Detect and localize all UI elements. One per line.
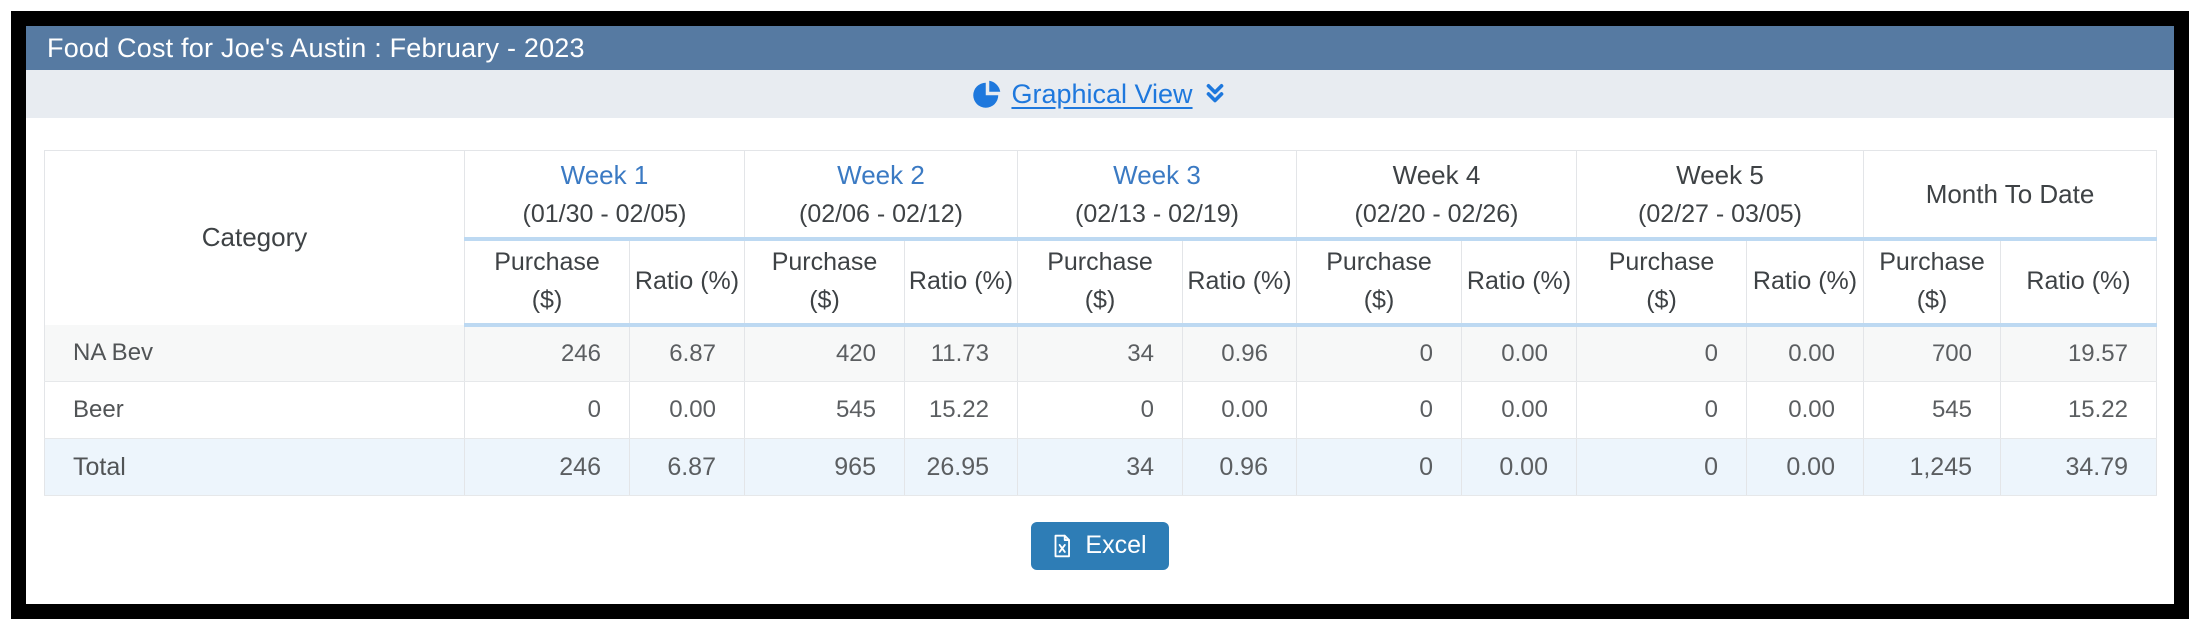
graphical-view-link[interactable]: Graphical View <box>972 79 1227 110</box>
cell: 26.95 <box>904 438 1018 496</box>
graphical-view-label: Graphical View <box>1011 78 1193 109</box>
cell: 11.73 <box>904 324 1018 382</box>
month-to-date-header: Month To Date <box>1863 150 2157 241</box>
cell: 0.96 <box>1182 324 1297 382</box>
category-header: Category <box>44 150 465 325</box>
row-label: Total <box>44 438 465 496</box>
cell: 15.22 <box>2000 381 2157 439</box>
cell: 0.00 <box>1461 324 1577 382</box>
row-label: Beer <box>44 381 465 439</box>
cell: 420 <box>744 324 905 382</box>
week-1-header[interactable]: Week 1 (01/30 - 02/05) <box>464 150 745 241</box>
week-3-range: (02/13 - 02/19) <box>1075 200 1239 228</box>
w5-ratio-header: Ratio (%) <box>1746 238 1864 327</box>
week-4-range: (02/20 - 02/26) <box>1354 200 1519 228</box>
food-cost-table: Category Week 1 (01/30 - 02/05) Week 2 (… <box>44 150 2157 496</box>
excel-button-label: Excel <box>1085 531 1147 559</box>
week-1-label[interactable]: Week 1 <box>560 159 649 190</box>
cell: 0.00 <box>1461 381 1577 439</box>
cell: 0.00 <box>1182 381 1297 439</box>
table-row-beer: Beer 0 0.00 545 15.22 0 0.00 0 0.00 0 0.… <box>44 381 2157 439</box>
month-to-date-label: Month To Date <box>1925 178 2095 209</box>
cell: 6.87 <box>629 438 745 496</box>
sub-header-row: Purchase ($) Ratio (%) Purchase ($) Rati… <box>45 238 2157 327</box>
w4-purchase-header: Purchase ($) <box>1296 238 1462 327</box>
row-label: NA Bev <box>44 324 465 382</box>
app-window: Food Cost for Joe's Austin : February - … <box>11 11 2189 619</box>
mtd-ratio-header: Ratio (%) <box>2000 238 2157 327</box>
cell: 34 <box>1017 324 1183 382</box>
cell: 0.00 <box>1746 381 1864 439</box>
double-chevron-down-icon <box>1206 84 1223 103</box>
w2-purchase-header: Purchase ($) <box>744 238 905 327</box>
cell: 15.22 <box>904 381 1018 439</box>
cell: 1,245 <box>1863 438 2001 496</box>
week-4-label: Week 4 <box>1392 159 1481 190</box>
excel-file-icon <box>1055 534 1071 557</box>
cell: 0 <box>1576 381 1747 439</box>
week-5-header: Week 5 (02/27 - 03/05) <box>1576 150 1864 241</box>
cell: 0 <box>1576 324 1747 382</box>
mtd-purchase-header: Purchase ($) <box>1863 238 2001 327</box>
cell: 545 <box>1863 381 2001 439</box>
cell: 0 <box>1576 438 1747 496</box>
w5-purchase-header: Purchase ($) <box>1576 238 1747 327</box>
week-5-label: Week 5 <box>1676 159 1764 190</box>
week-3-header[interactable]: Week 3 (02/13 - 02/19) <box>1017 150 1297 241</box>
cell: 0.00 <box>1461 438 1577 496</box>
table-row-total: Total 246 6.87 965 26.95 34 0.96 0 0.00 … <box>44 438 2157 496</box>
week-2-label[interactable]: Week 2 <box>837 159 925 190</box>
w1-ratio-header: Ratio (%) <box>629 238 745 327</box>
cell: 0.96 <box>1182 438 1297 496</box>
cell: 0.00 <box>1746 438 1864 496</box>
week-4-header: Week 4 (02/20 - 02/26) <box>1296 150 1577 241</box>
week-2-range: (02/06 - 02/12) <box>799 200 963 228</box>
page-title: Food Cost for Joe's Austin : February - … <box>47 32 585 63</box>
week-header-row: Category Week 1 (01/30 - 02/05) Week 2 (… <box>44 150 2157 325</box>
cell: 6.87 <box>629 324 745 382</box>
w3-purchase-header: Purchase ($) <box>1017 238 1183 327</box>
week-5-range: (02/27 - 03/05) <box>1638 200 1802 228</box>
cell: 0 <box>1296 438 1462 496</box>
graphical-view-bar: Graphical View <box>26 70 2174 118</box>
cell: 0.00 <box>629 381 745 439</box>
w3-ratio-header: Ratio (%) <box>1182 238 1297 327</box>
week-1-range: (01/30 - 02/05) <box>522 200 687 228</box>
cell: 34.79 <box>2000 438 2157 496</box>
w1-purchase-header: Purchase ($) <box>464 238 630 327</box>
pie-chart-icon <box>973 80 1001 108</box>
cell: 246 <box>464 324 630 382</box>
cell: 246 <box>464 438 630 496</box>
cell: 965 <box>744 438 905 496</box>
cell: 700 <box>1863 324 2001 382</box>
footer-actions: Excel <box>26 522 2174 570</box>
cell: 0 <box>464 381 630 439</box>
w2-ratio-header: Ratio (%) <box>904 238 1018 327</box>
excel-export-button[interactable]: Excel <box>1031 522 1169 570</box>
table-row-na-bev: NA Bev 246 6.87 420 11.73 34 0.96 0 0.00… <box>44 324 2157 382</box>
cell: 19.57 <box>2000 324 2157 382</box>
report-title-bar: Food Cost for Joe's Austin : February - … <box>26 26 2174 70</box>
week-2-header[interactable]: Week 2 (02/06 - 02/12) <box>744 150 1018 241</box>
cell: 0 <box>1296 324 1462 382</box>
cell: 0 <box>1296 381 1462 439</box>
cell: 545 <box>744 381 905 439</box>
cell: 0 <box>1017 381 1183 439</box>
cell: 34 <box>1017 438 1183 496</box>
week-3-label[interactable]: Week 3 <box>1113 159 1201 190</box>
cell: 0.00 <box>1746 324 1864 382</box>
w4-ratio-header: Ratio (%) <box>1461 238 1577 327</box>
